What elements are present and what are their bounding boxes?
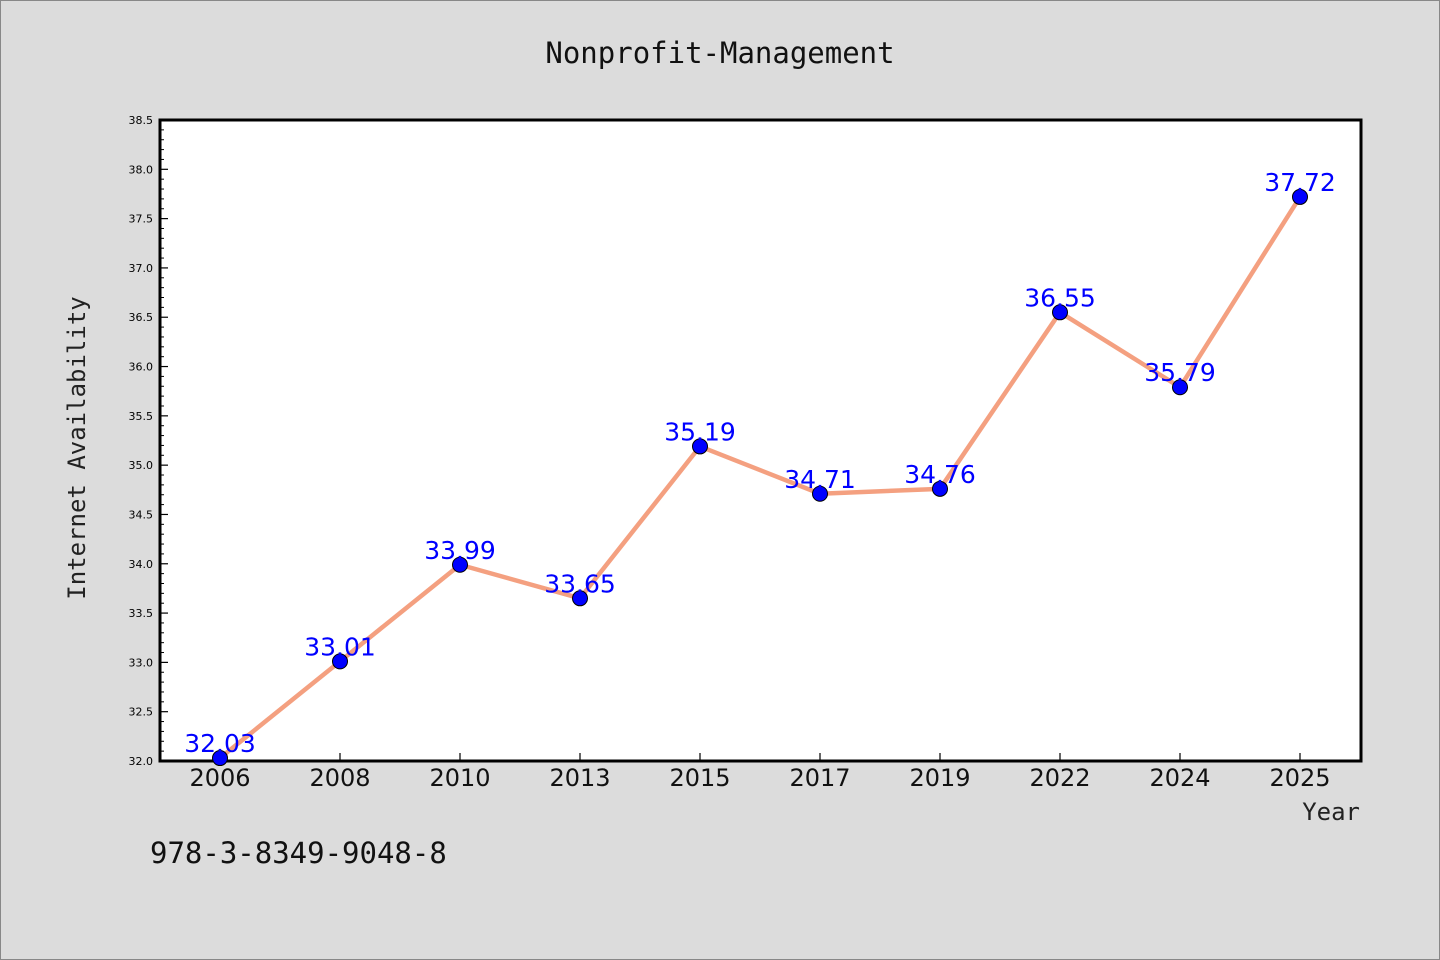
y-tick-label: 36.5 <box>129 311 154 324</box>
data-point <box>332 653 348 670</box>
x-tick-label: 2024 <box>1149 764 1210 792</box>
y-tick-label: 33.0 <box>129 656 154 669</box>
y-tick-label: 37.0 <box>129 262 154 275</box>
y-tick-label: 36.0 <box>129 361 154 374</box>
y-axis-label: Internet Availability <box>63 296 91 599</box>
plot-area <box>158 118 1363 763</box>
data-label: 33.01 <box>304 632 376 661</box>
data-label: 34.71 <box>784 465 856 494</box>
isbn-note: 978-3-8349-9048-8 <box>150 836 447 870</box>
data-label: 33.99 <box>424 536 496 565</box>
data-label: 34.76 <box>904 460 976 489</box>
x-tick-label: 2015 <box>669 764 730 792</box>
x-tick-label: 2008 <box>309 764 370 792</box>
y-tick-label: 33.5 <box>129 607 154 620</box>
data-point <box>212 750 228 767</box>
x-tick-label: 2025 <box>1269 764 1330 792</box>
y-tick-label: 35.5 <box>129 410 154 423</box>
x-tick-label: 2022 <box>1029 764 1090 792</box>
series-line <box>217 194 1303 761</box>
x-tick-label: 2010 <box>429 764 490 792</box>
x-tick-label: 2006 <box>189 764 250 792</box>
series-internet-availability <box>212 188 1308 767</box>
data-point <box>452 556 468 573</box>
x-tick-label: 2017 <box>789 764 850 792</box>
data-label: 35.19 <box>664 417 736 446</box>
y-axis: 32.0 32.5 33.0 33.5 34.0 34.5 35.0 35.5 36.0 36.5… <box>129 114 168 768</box>
x-tick-label: 2013 <box>549 764 610 792</box>
y-tick-label: 32.0 <box>129 755 154 768</box>
y-tick-label: 38.0 <box>129 163 154 176</box>
x-tick-label: 2019 <box>909 764 970 792</box>
y-tick-label: 34.5 <box>129 508 154 521</box>
data-label: 36.55 <box>1024 283 1096 312</box>
y-tick-label: 38.5 <box>129 114 154 127</box>
data-point <box>692 438 708 455</box>
data-point <box>572 590 588 607</box>
data-point <box>932 480 948 497</box>
y-tick-label: 37.5 <box>129 213 154 226</box>
data-label: 33.65 <box>544 569 616 598</box>
data-label: 37.72 <box>1264 168 1336 197</box>
data-point <box>812 485 828 502</box>
x-axis-label: Year <box>1302 798 1360 826</box>
y-tick-label: 34.0 <box>129 558 154 571</box>
chart-title: Nonprofit-Management <box>545 36 894 70</box>
data-point <box>1292 188 1308 205</box>
y-tick-label: 35.0 <box>129 459 154 472</box>
data-labels: 32.03 33.01 33.99 33.65 35.19 34.71 34.76 36.55… <box>184 168 1336 758</box>
data-point <box>1052 304 1068 321</box>
data-label: 35.79 <box>1144 358 1216 387</box>
data-point <box>1172 379 1188 396</box>
x-axis: 2006 2008 2010 2013 2015 2017 2019 2022 2024 2025 <box>189 753 1331 792</box>
data-label: 32.03 <box>184 729 256 758</box>
y-tick-label: 32.5 <box>129 706 154 719</box>
